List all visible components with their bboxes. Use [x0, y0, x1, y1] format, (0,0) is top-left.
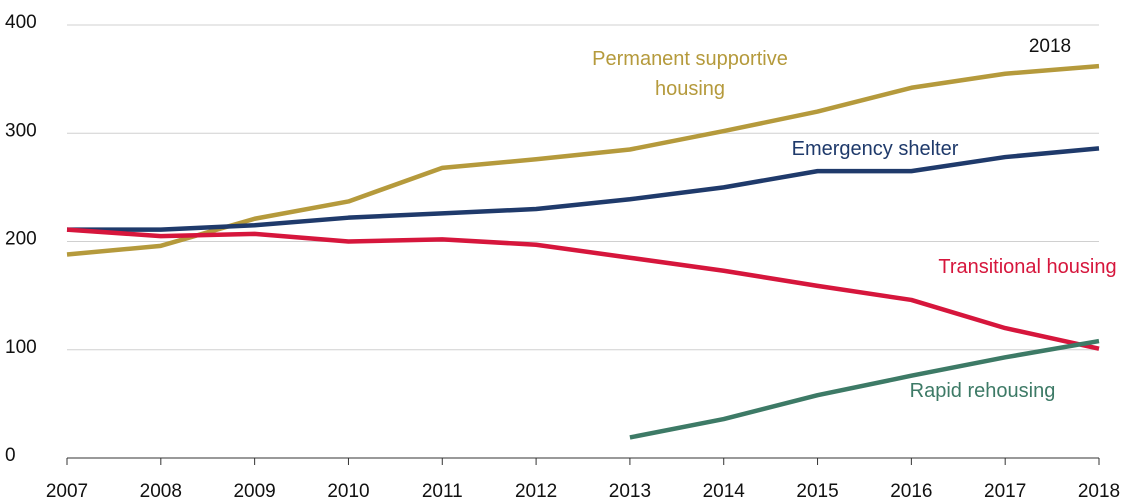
x-tick-label: 2008 [140, 481, 182, 502]
y-tick-label: 300 [5, 120, 37, 141]
series-line [66, 227, 1100, 351]
series-line [66, 63, 1100, 257]
x-tick-label: 2015 [796, 481, 838, 502]
series-line [67, 146, 1100, 232]
series-line [629, 338, 1100, 440]
x-tick-label: 2013 [609, 481, 651, 502]
y-tick-label: 400 [5, 12, 37, 33]
y-tick-label: 100 [5, 337, 37, 358]
series-label: Permanent supportive housing [592, 48, 788, 100]
x-tick-label: 2014 [703, 481, 746, 502]
y-tick-label: 200 [5, 229, 37, 250]
x-tick-label: 2010 [327, 481, 369, 502]
series-label: Transitional housing [938, 256, 1117, 278]
x-tick-label: 2016 [890, 481, 932, 502]
annotation: 2018 [1029, 36, 1071, 57]
x-tick-label: 2011 [422, 481, 463, 502]
series-label: Emergency shelter [791, 138, 959, 160]
x-tick-label: 2017 [984, 481, 1026, 502]
y-tick-label: 0 [5, 445, 16, 466]
x-tick-label: 2007 [46, 481, 88, 502]
series-label: Rapid rehousing [909, 380, 1056, 402]
x-tick-label: 2009 [233, 481, 275, 502]
x-tick-label: 2018 [1078, 481, 1120, 502]
x-tick-label: 2012 [515, 481, 557, 502]
